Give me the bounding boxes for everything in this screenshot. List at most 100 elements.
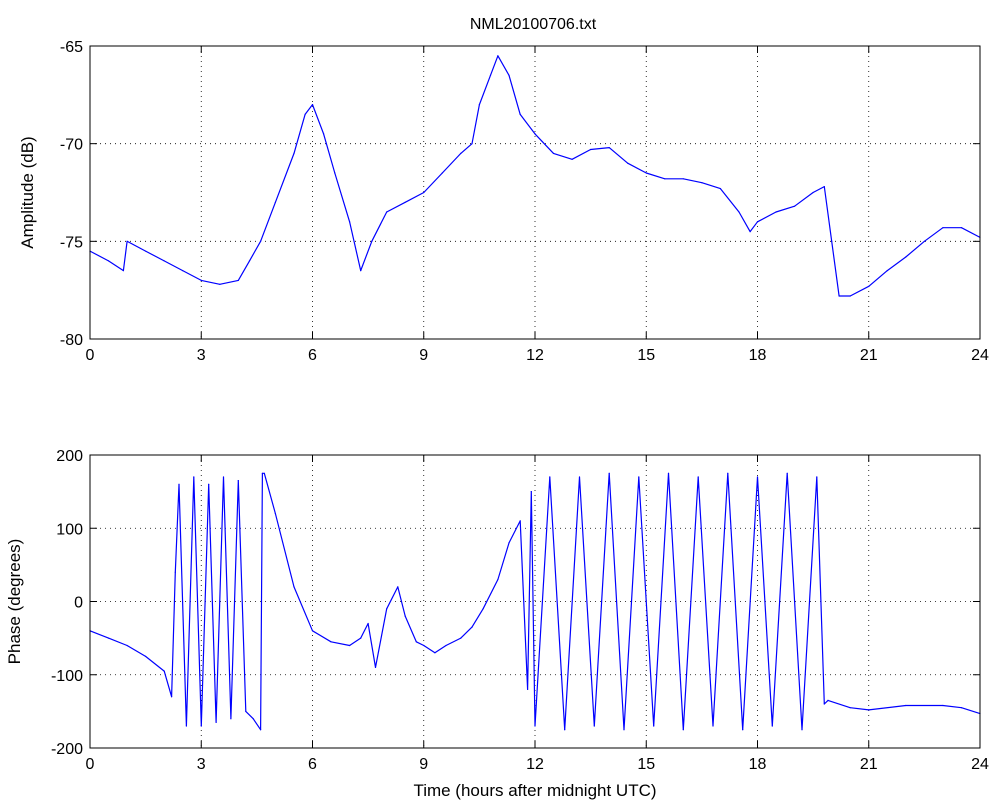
x-tick-label: 12: [526, 756, 544, 773]
data-point: [200, 725, 202, 727]
data-point: [460, 637, 462, 639]
data-point: [664, 178, 666, 180]
data-point: [237, 480, 239, 482]
x-tick-label: 15: [637, 347, 655, 364]
x-tick-label: 9: [419, 756, 428, 773]
data-point: [942, 227, 944, 229]
x-tick-label: 18: [749, 347, 767, 364]
data-point: [323, 133, 325, 135]
data-point: [590, 148, 592, 151]
y-tick-label: -200: [51, 741, 83, 758]
x-tick-label: 24: [971, 756, 989, 773]
data-point: [849, 707, 851, 709]
data-point: [182, 270, 184, 272]
data-point: [508, 542, 510, 544]
data-point: [293, 152, 295, 154]
amplitude-plot: 0 3 6 9 12 15 18 21 24 -80 -75 -70 -65 Amplitude (dB): [18, 39, 989, 364]
data-point: [122, 270, 124, 272]
data-point: [905, 256, 907, 258]
data-point: [942, 704, 944, 707]
data-point: [263, 472, 265, 474]
data-point: [178, 483, 180, 485]
data-point: [775, 211, 777, 213]
x-tick-label: 0: [86, 756, 95, 773]
data-point: [519, 520, 521, 522]
data-point: [653, 725, 655, 727]
x-tick-label: 0: [86, 347, 95, 364]
y-tick-label: -80: [60, 332, 83, 349]
data-point: [349, 221, 351, 223]
data-point: [497, 55, 499, 57]
x-axis-label: Time (hours after midnight UTC): [413, 781, 656, 800]
data-point: [163, 260, 165, 262]
x-tick-label: 18: [749, 756, 767, 773]
data-point: [701, 182, 703, 184]
y-tick-label: 200: [56, 448, 83, 465]
y-axis-label: Amplitude (dB): [18, 136, 37, 248]
data-point: [274, 201, 276, 203]
data-point: [478, 104, 480, 106]
data-point: [627, 162, 629, 164]
data-point: [185, 725, 187, 727]
data-point: [960, 227, 963, 229]
data-point: [960, 707, 963, 709]
data-point: [831, 240, 833, 242]
phase-plot: 0 3 6 9 12 15 18 21 24 -200 -100 0 100 200 Phase (degr…: [5, 448, 989, 800]
data-point: [404, 201, 406, 203]
data-point: [248, 260, 251, 262]
data-point: [530, 491, 532, 493]
y-axis-label: Phase (degrees): [5, 539, 24, 665]
data-point: [608, 472, 610, 474]
data-point: [816, 476, 818, 478]
data-point: [311, 630, 314, 632]
data-point: [497, 578, 499, 581]
data-point: [367, 622, 369, 625]
data-point: [252, 718, 254, 720]
data-point: [756, 221, 759, 223]
y-tick-label: -100: [51, 668, 83, 685]
data-point: [738, 211, 740, 213]
data-point: [311, 104, 314, 106]
data-point: [334, 172, 336, 174]
data-point: [786, 472, 788, 474]
data-point: [823, 703, 825, 705]
x-tick-label: 21: [860, 347, 878, 364]
data-point: [623, 729, 625, 731]
data-point: [608, 147, 610, 149]
data-point: [260, 240, 262, 242]
data-point: [727, 472, 729, 474]
data-point: [923, 240, 926, 242]
x-tick-label: 3: [197, 756, 206, 773]
data-point: [534, 133, 536, 135]
x-tick-label: 15: [637, 756, 655, 773]
data-point: [838, 295, 840, 297]
chart-title-top: NML20100706.txt: [470, 16, 597, 33]
x-tick-label: 24: [971, 347, 989, 364]
data-point: [552, 152, 555, 154]
data-point: [801, 729, 803, 731]
data-point: [404, 615, 406, 617]
data-point: [460, 152, 462, 154]
data-point: [360, 270, 362, 272]
data-point: [215, 721, 217, 724]
data-point: [330, 641, 332, 643]
data-point: [107, 637, 110, 639]
data-point: [208, 483, 210, 485]
data-point: [771, 725, 773, 727]
data-point: [886, 270, 888, 272]
data-point: [107, 260, 110, 262]
data-point: [534, 725, 536, 727]
data-point: [126, 644, 128, 647]
series-line: [89, 472, 981, 731]
data-point: [423, 191, 425, 194]
data-point: [260, 729, 262, 731]
data-point: [261, 472, 263, 474]
data-point: [593, 725, 595, 727]
data-point: [445, 644, 447, 647]
data-point: [386, 608, 388, 610]
data-point: [812, 191, 814, 194]
y-tick-label: -75: [60, 234, 83, 251]
x-tick-label: 3: [197, 347, 206, 364]
data-point: [219, 283, 221, 285]
